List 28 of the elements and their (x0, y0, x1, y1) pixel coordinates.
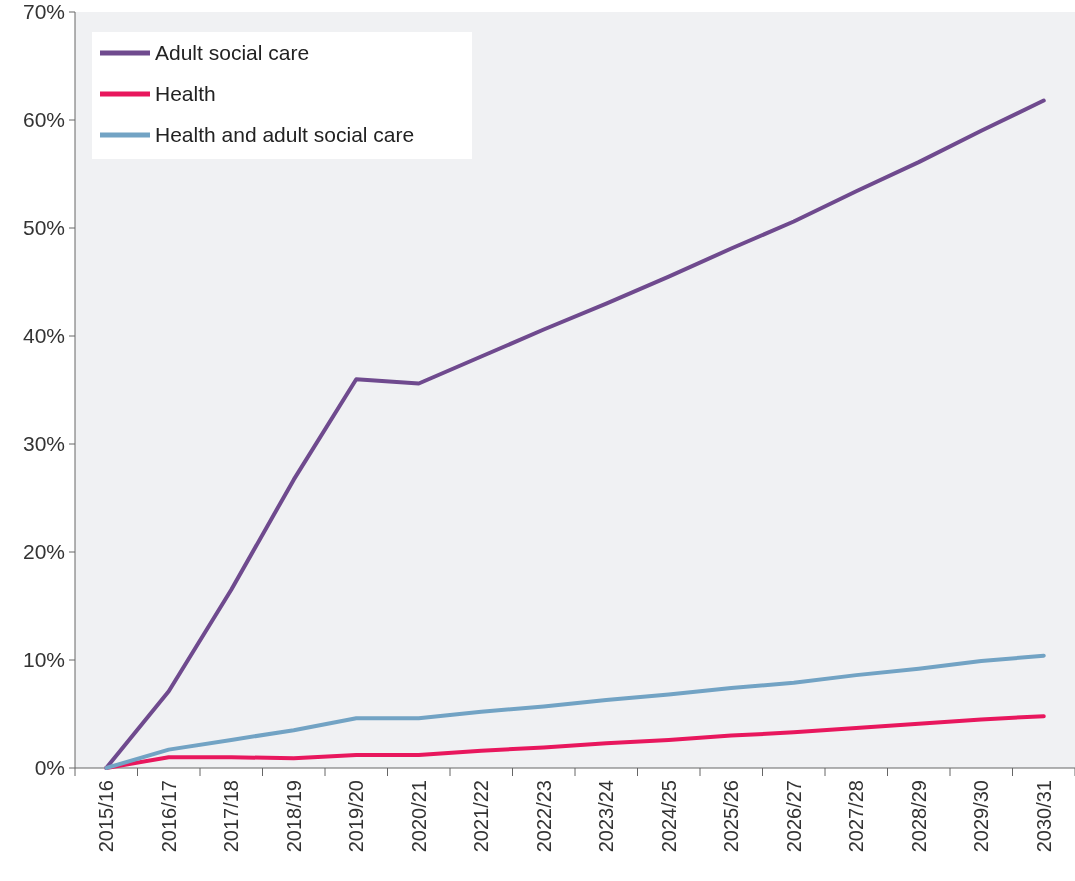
legend-label: Adult social care (155, 41, 310, 65)
x-tick-label: 2029/30 (970, 780, 993, 853)
x-tick-label: 2020/21 (407, 780, 430, 853)
legend-label: Health (155, 82, 216, 106)
y-tick-label: 30% (22, 432, 65, 456)
legend-label: Health and adult social care (155, 123, 415, 147)
x-tick-label: 2017/18 (220, 780, 243, 853)
line-series (104, 653, 1046, 770)
x-tick-label: 2025/26 (720, 780, 743, 853)
x-tick-label: 2030/31 (1032, 780, 1055, 853)
x-tick-label: 2026/27 (782, 780, 805, 853)
x-tick-label: 2023/24 (595, 780, 618, 853)
x-tick-label: 2015/16 (95, 780, 118, 853)
x-tick-label: 2018/19 (282, 780, 305, 853)
x-tick-label: 2027/28 (845, 780, 868, 853)
x-tick-label: 2021/22 (470, 780, 493, 853)
y-tick-label: 20% (22, 540, 65, 564)
x-tick-label: 2022/23 (532, 780, 555, 853)
y-tick-label: 10% (22, 648, 65, 672)
y-tick-label: 50% (22, 216, 65, 240)
y-tick-label: 40% (22, 324, 65, 348)
y-tick-label: 0% (34, 756, 65, 780)
y-tick-label: 70% (22, 0, 65, 24)
x-tick-label: 2028/29 (907, 780, 930, 853)
x-tick-label: 2016/17 (157, 780, 180, 853)
x-tick-label: 2019/20 (345, 780, 368, 853)
y-tick-label: 60% (22, 108, 65, 132)
x-tick-label: 2024/25 (657, 780, 680, 853)
